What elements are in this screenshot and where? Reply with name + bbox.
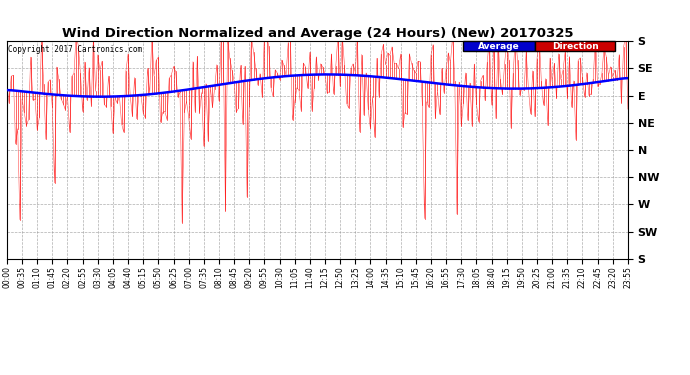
Text: Direction: Direction [552, 42, 598, 51]
Text: Average: Average [478, 42, 520, 51]
FancyBboxPatch shape [535, 41, 615, 51]
Text: Copyright 2017 Cartronics.com: Copyright 2017 Cartronics.com [8, 45, 142, 54]
FancyBboxPatch shape [464, 41, 535, 51]
Title: Wind Direction Normalized and Average (24 Hours) (New) 20170325: Wind Direction Normalized and Average (2… [61, 27, 573, 40]
